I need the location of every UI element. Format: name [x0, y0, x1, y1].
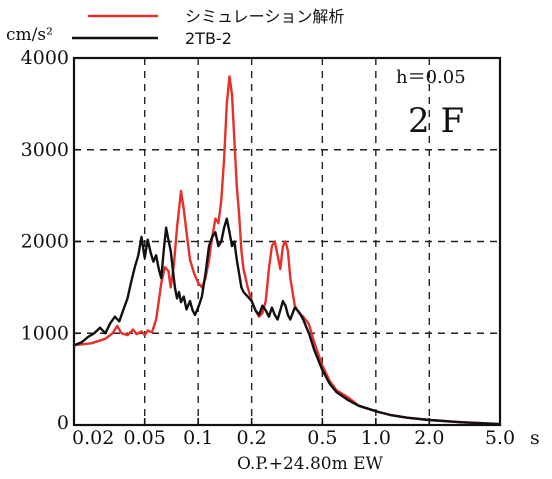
y-tick-label: 0 [57, 412, 69, 434]
x-tick-label: 1.0 [361, 427, 391, 449]
x-axis-label: O.P.+24.80m EW [237, 454, 384, 474]
legend-label-simulation: シミュレーション解析 [185, 7, 344, 26]
legend: シミュレーション解析 2TB-2 [72, 7, 344, 48]
x-tick-label: 5.0 [485, 427, 515, 449]
damping-annotation: h＝0.05 [396, 67, 466, 88]
legend-label-observed: 2TB-2 [185, 29, 232, 48]
x-tick-label: 0.5 [307, 427, 337, 449]
x-tick-label: 0.02 [72, 427, 114, 449]
axis-ticks: 0.02 0.05 0.1 0.2 0.5 1.0 2.0 5.0 0 1000 2000 3000 4… [21, 47, 515, 449]
x-tick-label: 0.05 [124, 427, 166, 449]
y-axis-label: cm/s² [6, 25, 53, 45]
y-tick-label: 1000 [21, 322, 69, 344]
x-tick-label: 0.2 [237, 427, 267, 449]
y-tick-label: 3000 [21, 139, 69, 161]
x-tick-label: 0.1 [183, 427, 213, 449]
series-line-observed [72, 217, 502, 426]
x-tick-label: 2.0 [414, 427, 444, 449]
y-tick-label: 2000 [21, 231, 69, 253]
y-tick-label: 4000 [21, 47, 69, 69]
x-axis-unit: s [530, 427, 540, 449]
floor-annotation: 2 F [408, 101, 464, 141]
series-line-simulation [72, 75, 502, 426]
